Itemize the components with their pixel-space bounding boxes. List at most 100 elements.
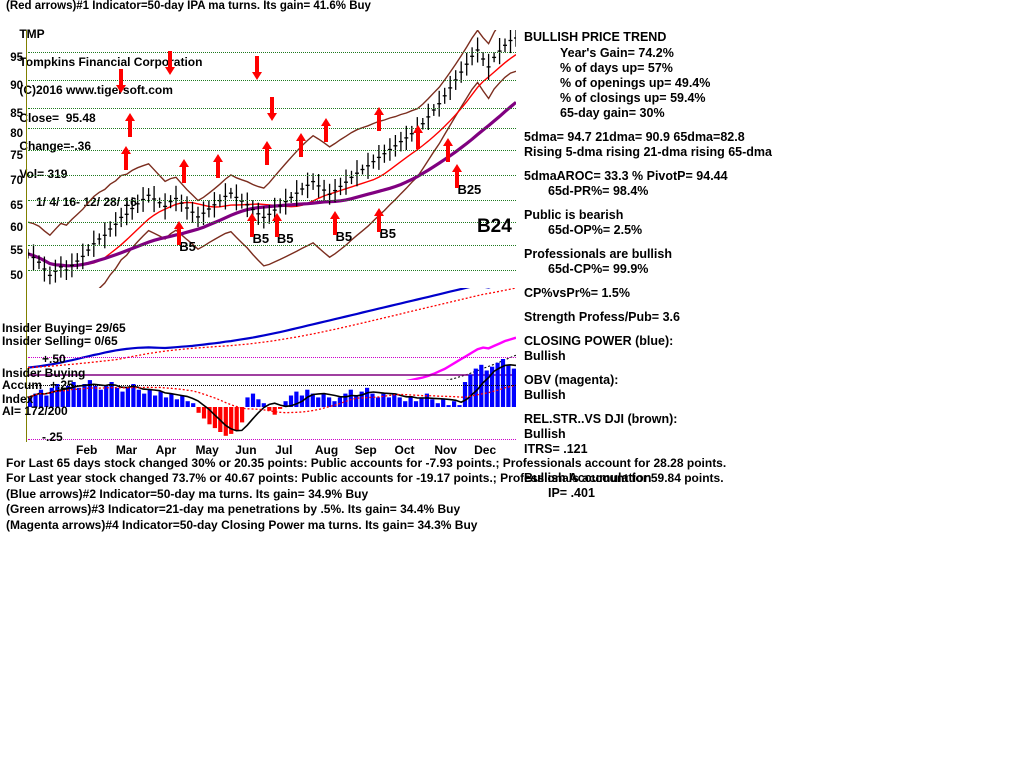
y-tick-55: 55 <box>10 245 23 257</box>
indicator-3-line: (Green arrows)#3 Indicator=21-day ma pen… <box>6 502 461 517</box>
close-price: Close= 95.48 <box>19 111 96 125</box>
chart-canvas[interactable] <box>26 3 518 442</box>
sell-arrow-1 <box>115 68 127 98</box>
buy-arrow-7 <box>320 117 332 147</box>
professionals-block: Professionals are bullish 65d-CP%= 99.9% <box>524 247 854 277</box>
openings-up: % of openings up= 49.4% <box>560 76 711 90</box>
annotation-b5-4: B5 <box>335 228 353 244</box>
pr-percent: 65d-PR%= 98.4% <box>548 184 649 198</box>
buy-arrow-9 <box>413 125 424 154</box>
cp-vs-pr: CP%vsPr%= 1.5% <box>524 286 630 300</box>
date-range: 1/ 4/ 16- 12/ 28/ 16 <box>36 195 137 209</box>
month-label-dec: Dec <box>474 443 497 457</box>
relstr-title: REL.STR..VS DJI (brown): <box>524 412 678 426</box>
accumulation-index-panel <box>27 355 517 442</box>
price-panel <box>26 3 518 338</box>
annotation-b24-7: B24 <box>476 215 512 237</box>
buy-arrow-6 <box>296 133 307 162</box>
public-sentiment: Public is bearish <box>524 208 624 222</box>
b-marker-arrow-6 <box>452 164 463 193</box>
y-tick-95: 95 <box>10 52 23 64</box>
month-label-jun: Jun <box>235 443 257 457</box>
scale-plus-25: +.25 <box>50 378 74 392</box>
accumulation-ip: IP= .401 <box>548 486 595 500</box>
obv-value: Bullish <box>524 388 566 402</box>
obv-block: OBV (magenta): Bullish <box>524 373 854 403</box>
scale-minus-25: -.25 <box>42 430 63 444</box>
accum-caption-line1: Insider Buying <box>2 366 86 380</box>
indicator-1-line: (Red arrows)#1 Indicator=50-day IPA ma t… <box>6 0 371 12</box>
month-label-oct: Oct <box>394 443 415 457</box>
company-name: Tompkins Financial Corporation <box>19 55 203 69</box>
annotation-b5-2: B5 <box>252 231 270 247</box>
public-block: Public is bearish 65d-OP%= 2.5% <box>524 208 854 238</box>
itrs-value: ITRS= .121 <box>524 442 588 456</box>
dma-values: 5dma= 94.7 21dma= 90.9 65dma=82.8 <box>524 130 745 144</box>
y-tick-60: 60 <box>10 222 23 234</box>
obv-title: OBV (magenta): <box>524 373 619 387</box>
b-marker-arrow-3 <box>271 213 283 242</box>
ticker-symbol: TMP <box>19 27 45 41</box>
month-label-jul: Jul <box>275 443 293 457</box>
annotation-b5-1: B5 <box>179 238 196 254</box>
cp-percent: 65d-CP%= 99.9% <box>548 262 649 276</box>
month-label-mar: Mar <box>115 443 138 457</box>
indicator-2-line: (Blue arrows)#2 Indicator=50-day ma turn… <box>6 486 369 501</box>
summary-text: For Last 65 days stock changed 30% or 20… <box>6 456 1016 533</box>
insider-buying-caption: Insider Buying= 29/65 <box>2 321 126 335</box>
month-label-feb: Feb <box>76 443 98 457</box>
y-tick-85: 85 <box>10 108 23 120</box>
relative-strength-block: REL.STR..VS DJI (brown): Bullish ITRS= .… <box>524 412 854 457</box>
accum-caption-line3: Index <box>2 392 34 406</box>
insider-selling-caption: Insider Selling= 0/65 <box>2 334 118 348</box>
professional-sentiment: Professionals are bullish <box>524 247 672 261</box>
closings-up: % of closings up= 59.4% <box>560 91 706 105</box>
scale-plus-50: +.50 <box>42 352 66 366</box>
buy-arrow-1 <box>120 146 132 175</box>
info-panel: BULLISH PRICE TREND Year's Gain= 74.2% %… <box>524 30 854 510</box>
accumulation-title: Bullish Accumulation <box>524 471 652 485</box>
accum-caption-line2: Accum <box>2 378 43 392</box>
price-series-svg <box>26 3 518 338</box>
price-y-axis: 95 90 85 80 75 70 65 60 55 50 <box>0 30 27 442</box>
annotation-b5-3: B5 <box>276 231 294 247</box>
b-marker-arrow-2 <box>247 213 258 242</box>
dma-rising: Rising 5-dma rising 21-dma rising 65-dma <box>524 145 772 159</box>
volume: Vol= 319 <box>19 167 68 181</box>
b-marker-arrow-4 <box>330 210 341 240</box>
closing-power-block: CLOSING POWER (blue): Bullish <box>524 334 854 364</box>
y-tick-80: 80 <box>10 128 23 140</box>
strength-ratio: Strength Profess/Pub= 3.6 <box>524 310 680 324</box>
accum-index-value: AI= 172/200 <box>2 404 68 418</box>
buy-arrow-10 <box>442 138 454 167</box>
indicator-4-line: (Magenta arrows)#4 Indicator=50-day Clos… <box>6 517 478 532</box>
annotation-b25-6: B25 <box>457 182 482 198</box>
buy-arrow-5 <box>262 140 273 170</box>
month-label-may: May <box>195 443 219 457</box>
gain-65day: 65-day gain= 30% <box>560 106 665 120</box>
b-marker-arrow-5 <box>374 208 385 237</box>
b-marker-arrow-1 <box>174 220 185 250</box>
price-trend-block: BULLISH PRICE TREND Year's Gain= 74.2% %… <box>524 30 854 121</box>
month-label-sep: Sep <box>354 443 377 457</box>
y-tick-90: 90 <box>10 80 23 92</box>
trend-title: BULLISH PRICE TREND <box>524 30 667 44</box>
buy-arrow-2 <box>125 112 136 142</box>
accum-index-svg <box>27 359 517 436</box>
buy-arrow-4 <box>213 153 224 183</box>
op-percent: 65d-OP%= 2.5% <box>548 223 643 237</box>
buy-arrow-8 <box>374 107 385 136</box>
sell-arrow-3 <box>252 55 263 85</box>
moving-average-block: 5dma= 94.7 21dma= 90.9 65dma=82.8 Rising… <box>524 130 854 160</box>
years-gain: Year's Gain= 74.2% <box>560 46 674 60</box>
y-tick-65: 65 <box>10 200 23 212</box>
closing-power-value: Bullish <box>524 349 566 363</box>
relstr-value: Bullish <box>524 427 566 441</box>
aroc-pivot: 5dmaAROC= 33.3 % PivotP= 94.44 <box>524 169 728 183</box>
price-change: Change=-.36 <box>19 139 92 153</box>
summary-line-65days: For Last 65 days stock changed 30% or 20… <box>6 456 727 470</box>
y-tick-50: 50 <box>10 270 23 282</box>
summary-line-year: For Last year stock changed 73.7% or 40.… <box>6 471 724 486</box>
month-label-nov: Nov <box>434 443 457 457</box>
month-label-aug: Aug <box>314 443 339 457</box>
